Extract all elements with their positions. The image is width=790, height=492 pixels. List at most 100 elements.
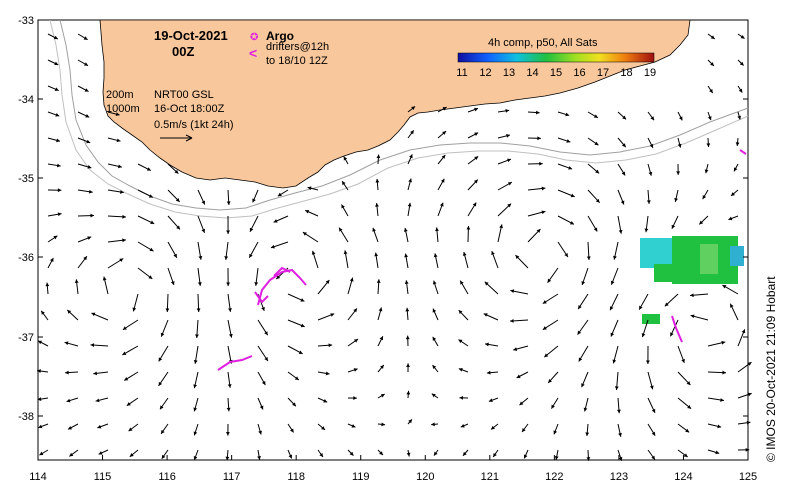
velocity-arrowhead (307, 186, 312, 191)
drifter-icon: < (249, 45, 257, 61)
velocity-arrowhead (610, 280, 615, 285)
velocity-arrowhead (257, 455, 261, 460)
depth-1000-label: 1000m (106, 103, 140, 115)
velocity-arrowhead (649, 385, 654, 390)
velocity-arrowhead (439, 202, 444, 207)
title-date: 19-Oct-2021 (154, 28, 228, 43)
velocity-arrowhead (570, 193, 575, 198)
velocity-arrowhead (93, 371, 98, 376)
velocity-arrowhead (678, 116, 683, 121)
velocity-arrowhead (119, 258, 124, 262)
velocity-arrowhead (578, 357, 583, 362)
velocity-arrowhead (54, 87, 59, 91)
velocity-arrowhead (519, 401, 524, 406)
velocity-arrowhead (45, 282, 50, 287)
velocity-arrowhead (720, 398, 724, 402)
velocity-arrowhead (378, 307, 383, 312)
x-tick-label: 125 (739, 471, 757, 483)
velocity-arrowhead (226, 230, 230, 234)
velocity-arrowhead (148, 194, 153, 198)
velocity-arrowhead (593, 114, 598, 118)
velocity-arrowhead (405, 335, 410, 340)
velocity-arrowhead (536, 229, 541, 233)
velocity-arrowhead (405, 307, 410, 312)
velocity-arrowhead (228, 333, 233, 338)
velocity-arrowhead (193, 407, 198, 412)
velocity-arrowhead (87, 236, 92, 240)
isobath-1000m (49, 19, 749, 219)
velocity-arrowhead (674, 198, 678, 202)
velocity-arrowhead (102, 276, 107, 281)
velocity-arrowhead (541, 186, 546, 191)
velocity-arrowhead (622, 115, 627, 120)
velocity-arrowhead (176, 225, 180, 230)
x-axis: 114 115 116 117 118 119 120 121 122 123 124 125 (29, 455, 757, 483)
velocity-arrowhead (432, 365, 437, 370)
product-time: 16-Oct 18:00Z (154, 103, 225, 115)
velocity-arrowhead (564, 253, 568, 258)
velocity-arrowhead (544, 353, 549, 358)
velocity-arrowhead (646, 200, 651, 204)
velocity-arrowhead (474, 107, 479, 112)
velocity-arrowhead (595, 169, 600, 174)
velocity-arrowhead (618, 456, 623, 461)
velocity-arrowhead (300, 323, 305, 328)
x-tick-label: 120 (416, 471, 434, 483)
velocity-arrowhead (485, 342, 489, 347)
velocity-arrowhead (702, 195, 707, 200)
velocity-arrowhead (54, 61, 59, 66)
velocity-arrowhead (339, 227, 343, 232)
velocity-arrowhead (288, 454, 293, 459)
colorbar-tick: 12 (479, 67, 491, 79)
velocity-arrowhead (581, 383, 585, 388)
velocity-arrowhead (441, 154, 446, 159)
velocity-arrowhead (618, 432, 622, 437)
velocity-arrowhead (458, 310, 463, 315)
velocity-arrowhead (225, 432, 230, 436)
velocity-arrowhead (610, 332, 615, 337)
velocity-arrowhead (715, 450, 720, 455)
drifters-date: to 18/10 12Z (266, 55, 328, 67)
velocity-arrowhead (460, 423, 465, 428)
colorbar-tick: 11 (456, 67, 467, 79)
velocity-arrowhead (226, 282, 231, 286)
velocity-arrowhead (122, 214, 126, 219)
velocity-arrowhead (117, 164, 122, 169)
credit-label: © IMOS 20-Oct-2021 21:09 Hobart (764, 276, 778, 462)
colorbar-tick: 16 (573, 67, 585, 79)
velocity-arrowhead (67, 310, 72, 314)
velocity-arrowhead (686, 381, 691, 386)
velocity-arrowhead (488, 398, 493, 403)
velocity-arrowhead (84, 62, 89, 66)
velocity-arrowhead (69, 452, 74, 457)
drifter-tracks (217, 149, 747, 371)
sst-patch (640, 236, 744, 324)
scale-arrow (160, 134, 193, 142)
velocity-arrowhead (565, 112, 570, 117)
colorbar (457, 52, 655, 63)
velocity-arrowhead (510, 289, 515, 294)
velocity-arrowhead (690, 314, 695, 319)
velocity-arrowhead (731, 192, 735, 196)
velocity-arrowhead (690, 293, 694, 298)
velocity-arrowhead (159, 405, 164, 410)
velocity-arrowhead (614, 386, 619, 390)
velocity-arrowhead (330, 313, 335, 317)
velocity-arrowhead (57, 212, 62, 217)
velocity-arrowhead (261, 381, 266, 386)
velocity-arrowhead (129, 453, 134, 457)
velocity-arrowhead (459, 395, 464, 400)
isobath-200m (59, 19, 749, 211)
x-tick-label: 116 (158, 471, 176, 483)
velocity-arrowhead (486, 370, 491, 375)
velocity-arrowhead (321, 426, 326, 430)
velocity-arrowhead (539, 161, 543, 166)
velocity-arrowhead (568, 166, 573, 170)
velocity-arrowhead (408, 178, 412, 183)
velocity-arrowhead (407, 202, 412, 207)
velocity-arrowhead (50, 257, 54, 262)
velocity-arrowhead (411, 106, 416, 111)
velocity-arrowhead (671, 224, 676, 229)
x-tick-label: 118 (287, 471, 305, 483)
velocity-arrowhead (193, 384, 198, 389)
